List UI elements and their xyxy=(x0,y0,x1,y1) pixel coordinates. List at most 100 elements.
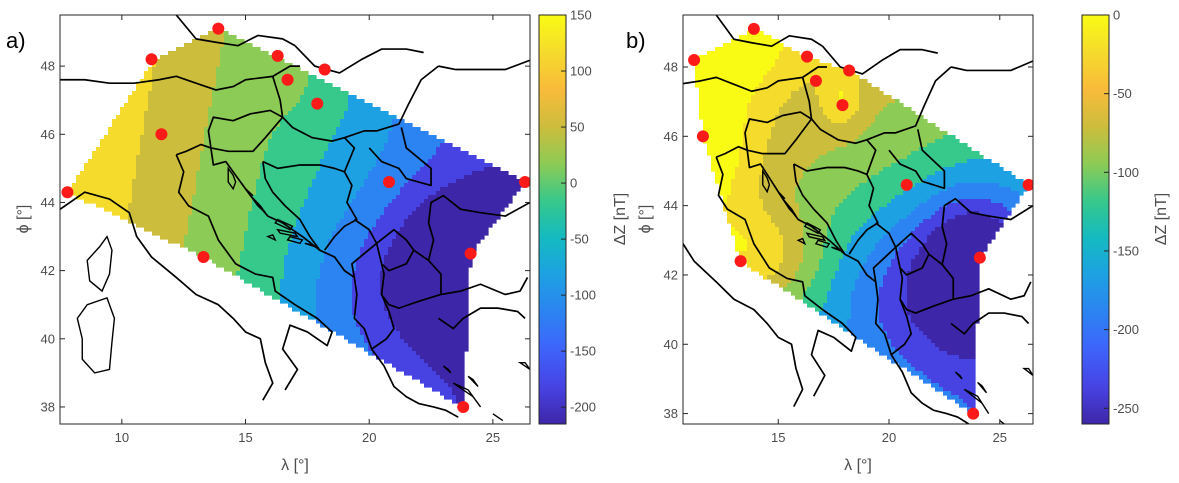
field-cell xyxy=(392,307,397,312)
field-cell xyxy=(180,227,185,232)
field-cell xyxy=(400,139,405,144)
field-cell xyxy=(244,207,249,212)
field-cell xyxy=(348,119,353,124)
field-cell xyxy=(352,267,357,272)
field-cell xyxy=(240,179,245,184)
field-cell xyxy=(328,203,333,208)
field-cell xyxy=(384,223,389,228)
field-cell xyxy=(432,279,437,284)
field-cell xyxy=(444,255,449,260)
field-cell xyxy=(220,79,225,84)
field-cell xyxy=(480,195,485,200)
field-cell xyxy=(404,171,409,176)
field-cell xyxy=(380,167,385,172)
field-cell xyxy=(152,103,157,108)
field-cell xyxy=(368,243,373,248)
field-cell xyxy=(380,223,385,228)
field-cell xyxy=(216,199,221,204)
field-cell xyxy=(148,123,153,128)
field-cell xyxy=(324,147,329,152)
field-cell xyxy=(240,55,245,60)
field-cell xyxy=(124,215,129,220)
field-cell xyxy=(276,251,281,256)
field-cell xyxy=(244,219,249,224)
field-cell xyxy=(400,179,405,184)
field-cell xyxy=(276,179,281,184)
field-cell xyxy=(428,247,433,252)
field-cell xyxy=(276,107,281,112)
field-cell xyxy=(272,67,277,72)
field-cell xyxy=(356,215,361,220)
field-cell xyxy=(332,303,337,308)
field-cell xyxy=(264,107,269,112)
field-cell xyxy=(248,163,253,168)
field-cell xyxy=(200,39,205,44)
field-cell xyxy=(372,111,377,116)
field-cell xyxy=(220,135,225,140)
field-cell xyxy=(360,207,365,212)
field-cell xyxy=(404,223,409,228)
field-cell xyxy=(256,87,261,92)
field-cell xyxy=(180,191,185,196)
field-cell xyxy=(460,259,465,264)
field-cell xyxy=(268,171,273,176)
field-cell xyxy=(136,199,141,204)
field-cell xyxy=(200,127,205,132)
field-cell xyxy=(220,119,225,124)
field-cell xyxy=(292,87,297,92)
field-cell xyxy=(224,139,229,144)
field-cell xyxy=(348,139,353,144)
field-cell xyxy=(384,267,389,272)
field-cell xyxy=(124,127,129,132)
field-cell xyxy=(444,247,449,252)
field-cell xyxy=(420,323,425,328)
field-cell xyxy=(364,103,369,108)
field-cell xyxy=(240,43,245,48)
field-cell xyxy=(76,191,81,196)
field-cell xyxy=(224,247,229,252)
field-cell xyxy=(252,155,257,160)
field-cell xyxy=(348,127,353,132)
field-cell xyxy=(336,179,341,184)
field-cell xyxy=(304,267,309,272)
field-cell xyxy=(308,303,313,308)
field-cell xyxy=(276,235,281,240)
field-cell xyxy=(128,187,133,192)
field-cell xyxy=(204,103,209,108)
field-cell xyxy=(232,87,237,92)
field-cell xyxy=(176,235,181,240)
field-cell xyxy=(160,155,165,160)
field-cell xyxy=(460,287,465,292)
field-cell xyxy=(72,187,77,192)
field-cell xyxy=(152,227,157,232)
field-cell xyxy=(444,151,449,156)
field-cell xyxy=(432,303,437,308)
field-cell xyxy=(436,255,441,260)
field-cell xyxy=(328,227,333,232)
field-cell xyxy=(296,95,301,100)
field-cell xyxy=(164,119,169,124)
field-cell xyxy=(308,143,313,148)
field-cell xyxy=(220,155,225,160)
field-cell xyxy=(348,135,353,140)
field-cell xyxy=(176,183,181,188)
field-cell xyxy=(256,59,261,64)
field-cell xyxy=(256,259,261,264)
field-cell xyxy=(296,167,301,172)
field-cell xyxy=(120,211,125,216)
field-cell xyxy=(256,91,261,96)
field-cell xyxy=(276,79,281,84)
field-cell xyxy=(192,67,197,72)
field-cell xyxy=(500,199,505,204)
field-cell xyxy=(364,147,369,152)
field-cell xyxy=(196,59,201,64)
field-cell xyxy=(380,231,385,236)
field-cell xyxy=(316,143,321,148)
field-cell xyxy=(424,147,429,152)
field-cell xyxy=(372,131,377,136)
field-cell xyxy=(224,47,229,52)
field-cell xyxy=(288,191,293,196)
field-cell xyxy=(340,239,345,244)
field-cell xyxy=(380,203,385,208)
field-cell xyxy=(444,227,449,232)
